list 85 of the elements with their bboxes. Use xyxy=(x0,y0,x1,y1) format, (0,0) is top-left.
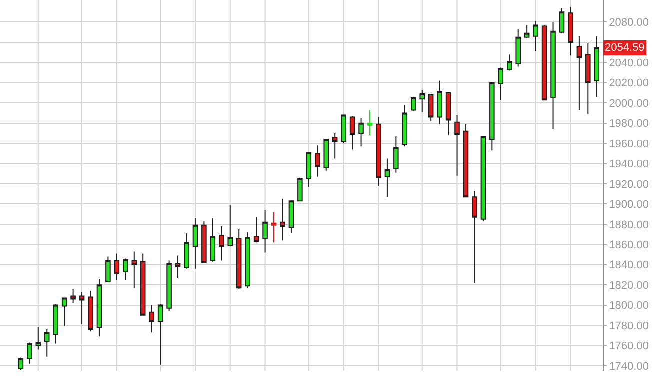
candlestick xyxy=(210,218,216,262)
candlestick xyxy=(184,233,190,270)
candlestick xyxy=(140,253,146,316)
candlestick xyxy=(288,200,294,234)
candlestick xyxy=(123,258,128,281)
candlestick xyxy=(192,218,198,270)
candlestick xyxy=(18,357,24,370)
candlestick xyxy=(306,152,312,188)
y-tick-label: 1940.00 xyxy=(609,158,649,171)
y-tick-label: 1760.00 xyxy=(609,340,649,353)
candlestick xyxy=(394,136,399,174)
candlestick xyxy=(411,96,416,112)
candlestick xyxy=(533,20,538,52)
candlestick xyxy=(106,256,111,283)
y-tick-label: 2080.00 xyxy=(609,17,649,30)
candlestick xyxy=(236,228,242,290)
y-tick-label: 1900.00 xyxy=(609,199,649,212)
candlestick xyxy=(280,198,286,242)
candlestick xyxy=(27,342,32,364)
candlestick xyxy=(524,24,530,39)
y-tick-label: 1980.00 xyxy=(609,118,649,130)
candlestick xyxy=(516,28,521,68)
candlestick xyxy=(376,116,382,187)
y-tick-label: 2020.00 xyxy=(609,78,649,90)
candlestick xyxy=(350,116,356,150)
candlestick xyxy=(88,290,94,332)
candlestick xyxy=(70,288,76,304)
candlestick xyxy=(490,82,495,152)
candlestick xyxy=(446,91,452,136)
candlestick xyxy=(298,177,303,202)
candlestick xyxy=(36,327,42,350)
candlestick xyxy=(158,304,164,366)
candlestick xyxy=(79,292,85,325)
y-tick-label: 2040.00 xyxy=(609,58,649,70)
candlestick xyxy=(550,22,556,130)
candlestick xyxy=(498,67,504,101)
candlestick xyxy=(166,260,172,312)
candlestick xyxy=(594,36,600,98)
candlestick xyxy=(384,158,390,198)
candlestick xyxy=(132,251,138,289)
candlestick xyxy=(175,255,181,278)
y-tick-label: 1780.00 xyxy=(609,320,649,332)
y-tick-label: 1820.00 xyxy=(609,280,649,292)
candlestick xyxy=(568,6,574,56)
y-tick-label: 2000.00 xyxy=(609,98,649,110)
candlestick xyxy=(315,145,320,178)
candlestick xyxy=(245,232,250,289)
candlestick xyxy=(62,298,68,328)
candlestick xyxy=(219,226,224,262)
candlestick xyxy=(332,132,338,160)
candlestick xyxy=(367,110,373,136)
candlestick xyxy=(472,190,478,284)
y-tick-label: 1880.00 xyxy=(609,219,649,232)
candlestick xyxy=(114,253,120,281)
candlestick xyxy=(53,304,58,344)
candlestick xyxy=(420,89,425,113)
candlestick xyxy=(228,204,234,248)
candlestick xyxy=(44,329,50,358)
candlestick xyxy=(542,24,548,101)
candlestick xyxy=(149,304,154,334)
candlestick xyxy=(559,8,565,34)
candlestick xyxy=(358,118,364,148)
candlestick xyxy=(96,278,102,338)
candlestick xyxy=(428,94,434,122)
y-tick-label: 1840.00 xyxy=(609,260,649,272)
candlestick xyxy=(506,54,512,72)
candlestick xyxy=(576,36,582,111)
candlestick xyxy=(341,114,346,144)
y-tick-label: 1960.00 xyxy=(609,138,649,150)
candlestick xyxy=(271,212,277,244)
candlestick xyxy=(480,136,486,222)
candlestick xyxy=(402,104,408,148)
candlestick xyxy=(262,210,268,254)
candlestick xyxy=(202,220,207,264)
y-tick-label: 1740.00 xyxy=(609,360,649,373)
candlestick xyxy=(463,124,469,198)
candlestick xyxy=(586,42,591,115)
candlestick xyxy=(454,114,460,176)
candlestick xyxy=(324,139,330,172)
candlestick xyxy=(254,216,260,244)
annotation: 2054.59 xyxy=(605,42,645,54)
y-tick-label: 1920.00 xyxy=(609,178,649,191)
y-tick-label: 1800.00 xyxy=(609,300,649,312)
candlestick xyxy=(437,80,442,125)
y-tick-label: 1860.00 xyxy=(609,239,649,252)
